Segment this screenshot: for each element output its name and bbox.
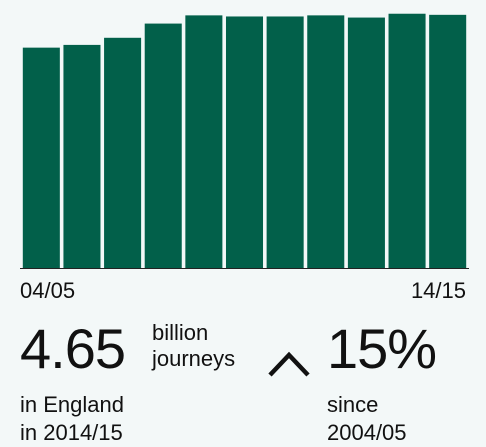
bar-04-05	[22, 47, 60, 268]
headline-caption-line1: in England	[20, 392, 124, 417]
change-caption-line1: since	[327, 392, 379, 417]
bar-08-09	[185, 15, 223, 269]
bar-14-15	[429, 14, 467, 268]
bar-13-14	[388, 13, 426, 269]
bar-10-11	[266, 16, 304, 268]
headline-unit-line2: journeys	[152, 346, 236, 371]
bar-chart	[20, 13, 469, 269]
x-tick-label-end: 14/15	[410, 278, 466, 303]
bar-05-06	[63, 44, 101, 269]
up-arrow-icon	[268, 351, 310, 377]
headline-caption-line2: in 2014/15	[20, 420, 123, 445]
change-value: 15%	[327, 317, 437, 380]
change-caption-line2: 2004/05	[327, 420, 407, 445]
x-tick-label-start: 04/05	[20, 278, 76, 303]
headline-value: 4.65	[20, 317, 126, 380]
bar-11-12	[307, 15, 345, 269]
bar-07-08	[144, 23, 182, 268]
headline-unit-line1: billion	[152, 320, 209, 345]
bar-09-10	[225, 16, 264, 268]
bar-06-07	[104, 37, 142, 268]
bar-12-13	[347, 17, 385, 269]
